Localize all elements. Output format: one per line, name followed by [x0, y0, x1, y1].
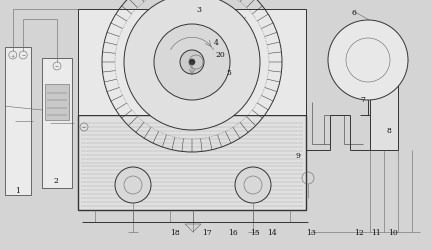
Bar	[42, 59, 72, 188]
Text: 4: 4	[213, 38, 219, 46]
Circle shape	[154, 25, 230, 101]
Circle shape	[189, 60, 195, 66]
Bar	[370, 76, 398, 150]
Text: 18: 18	[170, 228, 180, 236]
Text: 15: 15	[250, 228, 260, 236]
Text: −: −	[82, 125, 86, 130]
Text: 5: 5	[226, 68, 232, 76]
Text: 6: 6	[352, 8, 357, 16]
Circle shape	[235, 167, 271, 203]
Text: 2: 2	[54, 176, 59, 184]
Circle shape	[115, 167, 151, 203]
Circle shape	[180, 51, 204, 75]
Text: 7: 7	[360, 96, 365, 104]
Text: 14: 14	[267, 228, 277, 236]
Text: 17: 17	[203, 228, 212, 236]
Text: 13: 13	[306, 228, 316, 236]
Circle shape	[124, 0, 260, 130]
Text: 10: 10	[388, 228, 398, 236]
Text: 11: 11	[371, 228, 381, 236]
Text: 1: 1	[15, 186, 20, 194]
Bar	[78, 10, 306, 116]
Text: 8: 8	[386, 126, 391, 134]
Text: 16: 16	[229, 228, 238, 236]
Text: −: −	[21, 53, 25, 58]
Circle shape	[328, 21, 408, 100]
Bar	[45, 85, 69, 121]
Bar	[5, 48, 31, 195]
Bar	[78, 116, 306, 210]
Text: 20: 20	[216, 51, 225, 59]
Text: 9: 9	[295, 151, 301, 159]
Text: +: +	[11, 53, 15, 58]
Text: −: −	[55, 64, 59, 69]
Text: 3: 3	[196, 6, 201, 14]
Text: 12: 12	[354, 228, 363, 236]
